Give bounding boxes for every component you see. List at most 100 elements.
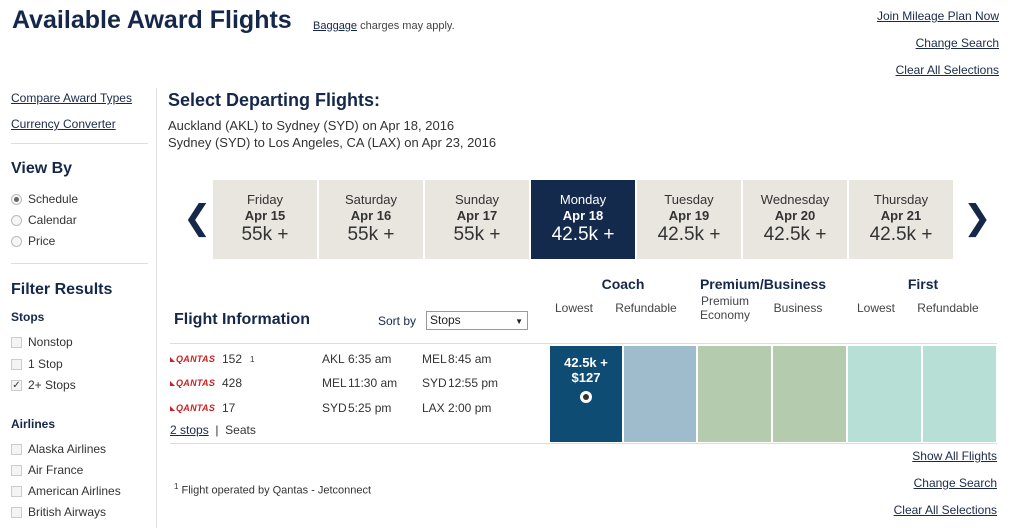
day-date: Apr 21 <box>880 208 922 223</box>
flight-segment: QANTAS 152 1 AKL 6:35 am MEL 8:45 am <box>170 352 530 366</box>
table-divider <box>170 443 997 444</box>
flight-number: 152 <box>222 352 243 366</box>
day-name: Monday <box>559 192 607 207</box>
cabin-coach-heading: Coach <box>601 276 645 292</box>
sidebar-divider <box>11 263 148 264</box>
day-tab[interactable]: Tuesday Apr 19 42.5k + <box>637 180 741 259</box>
chevron-left-icon[interactable]: ❮ <box>183 198 212 238</box>
radio-icon[interactable] <box>11 193 22 205</box>
day-date: Apr 15 <box>244 208 286 223</box>
flight-number: 17 <box>222 401 236 415</box>
qantas-logo: QANTAS <box>170 354 222 364</box>
filter-2-plus-stops[interactable]: ✓ 2+ Stops <box>11 378 76 392</box>
checkbox-icon[interactable] <box>11 336 22 348</box>
fare-cell-business <box>773 346 846 442</box>
day-date: Apr 16 <box>350 208 392 223</box>
fare-col-premium-economy: Premium Economy <box>699 294 751 322</box>
stops-heading: Stops <box>11 310 45 324</box>
day-date: Apr 18 <box>562 208 604 223</box>
filter-airline[interactable]: Alaska Airlines <box>11 442 106 456</box>
flight-segment: QANTAS 428 MEL 11:30 am SYD 12:55 pm <box>170 376 530 390</box>
radio-icon[interactable] <box>11 214 22 226</box>
day-tab[interactable]: Thursday Apr 21 42.5k + <box>849 180 953 259</box>
view-by-calendar[interactable]: Calendar <box>11 213 77 227</box>
fare-cell-coach-lowest-selected[interactable]: 42.5k + $127 <box>550 346 622 442</box>
day-name: Sunday <box>454 192 500 207</box>
arrival-time: 12:55 pm <box>448 376 499 390</box>
day-price: 55k + <box>241 224 289 245</box>
fare-col-business: Business <box>773 301 823 315</box>
change-search-link-bottom[interactable]: Change Search <box>913 476 997 490</box>
footnote-mark: 1 <box>174 482 179 491</box>
seats-link[interactable]: Seats <box>225 423 256 437</box>
view-by-calendar-label: Calendar <box>28 213 77 227</box>
day-price: 42.5k + <box>869 224 933 245</box>
checkbox-icon[interactable] <box>11 443 22 455</box>
sort-select[interactable]: Stops <box>426 311 528 330</box>
fare-cell-premium-economy <box>698 346 771 442</box>
filter-airline[interactable]: British Airways <box>11 505 106 519</box>
route-line: Sydney (SYD) to Los Angeles, CA (LAX) on… <box>168 135 497 150</box>
airlines-heading: Airlines <box>11 417 56 431</box>
destination-airport: MEL <box>422 352 447 366</box>
select-departing-heading: Select Departing Flights: <box>168 90 381 110</box>
join-mileage-plan-link[interactable]: Join Mileage Plan Now <box>876 9 999 23</box>
filter-airline[interactable]: Air France <box>11 463 83 477</box>
origin-airport: AKL <box>322 352 345 366</box>
filter-nonstop[interactable]: Nonstop <box>11 335 73 349</box>
airline-label: Air France <box>28 463 84 477</box>
qantas-logo: QANTAS <box>170 403 222 413</box>
origin-airport: SYD <box>322 401 347 415</box>
sidebar-divider <box>11 143 148 144</box>
stops-link[interactable]: 2 stops <box>170 423 209 437</box>
compare-award-types-link[interactable]: Compare Award Types <box>11 91 132 105</box>
day-tab[interactable]: Wednesday Apr 20 42.5k + <box>743 180 847 259</box>
filter-2-plus-stops-label: 2+ Stops <box>28 378 76 392</box>
day-tab[interactable]: Sunday Apr 17 55k + <box>425 180 529 259</box>
chevron-right-icon[interactable]: ❯ <box>963 198 992 238</box>
arrival-time: 8:45 am <box>448 352 492 366</box>
view-by-heading: View By <box>11 160 73 177</box>
clear-all-selections-link-bottom[interactable]: Clear All Selections <box>893 503 997 517</box>
day-price: 42.5k + <box>657 224 721 245</box>
origin-airport: MEL <box>322 376 347 390</box>
change-search-link-top[interactable]: Change Search <box>915 36 999 50</box>
filter-results-heading: Filter Results <box>11 281 113 298</box>
day-tab-selected[interactable]: Monday Apr 18 42.5k + <box>531 180 635 259</box>
sort-label: Sort by <box>378 314 417 328</box>
day-date: Apr 17 <box>456 208 498 223</box>
sidebar-separator <box>156 88 157 528</box>
day-date: Apr 19 <box>668 208 710 223</box>
destination-airport: SYD <box>422 376 447 390</box>
show-all-flights-link[interactable]: Show All Flights <box>912 449 997 463</box>
day-tab[interactable]: Saturday Apr 16 55k + <box>319 180 423 259</box>
currency-converter-link[interactable]: Currency Converter <box>11 117 116 131</box>
filter-nonstop-label: Nonstop <box>28 335 73 349</box>
baggage-link[interactable]: Baggage <box>313 20 358 32</box>
view-by-schedule-label: Schedule <box>28 192 79 206</box>
flight-number: 428 <box>222 376 243 390</box>
airline-logo-text: QANTAS <box>176 403 216 413</box>
checkbox-icon[interactable] <box>11 358 22 370</box>
day-tab[interactable]: Friday Apr 15 55k + <box>213 180 317 259</box>
filter-airline[interactable]: American Airlines <box>11 484 121 498</box>
day-name: Tuesday <box>664 192 714 207</box>
checkbox-icon[interactable] <box>11 464 22 476</box>
view-by-schedule[interactable]: Schedule <box>11 192 78 206</box>
checkbox-icon[interactable] <box>11 485 22 497</box>
checkbox-checked-icon[interactable]: ✓ <box>11 379 22 391</box>
radio-icon[interactable] <box>11 235 22 247</box>
fare-cell-first-refundable <box>923 346 996 442</box>
footnote-text: Flight operated by Qantas - Jetconnect <box>178 484 372 497</box>
day-date: Apr 20 <box>774 208 816 223</box>
fare-cell-coach-refundable <box>624 346 696 442</box>
checkbox-icon[interactable] <box>11 506 22 518</box>
radio-selected-icon[interactable] <box>580 391 592 403</box>
airline-label: British Airways <box>28 505 107 519</box>
filter-1-stop[interactable]: 1 Stop <box>11 357 63 371</box>
fare-col-refundable: Refundable <box>615 301 677 315</box>
cabin-premium-heading: Premium/Business <box>699 276 827 292</box>
baggage-note-text: charges may apply. <box>357 20 455 32</box>
view-by-price[interactable]: Price <box>11 234 55 248</box>
clear-all-selections-link-top[interactable]: Clear All Selections <box>895 63 999 77</box>
